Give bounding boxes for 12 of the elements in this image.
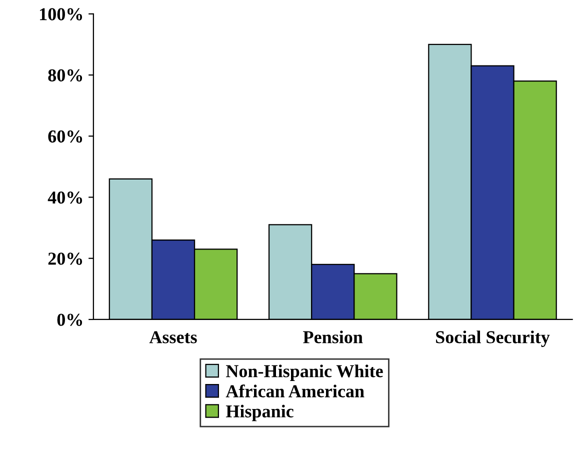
- x-tick-label: Social Security: [436, 330, 550, 348]
- legend-label: African American: [226, 384, 364, 398]
- y-tick-label: 100%: [40, 8, 82, 20]
- y-tick-label: 80%: [48, 69, 82, 82]
- y-tick-label: 20%: [48, 252, 82, 265]
- legend-label: Non-Hispanic White: [226, 364, 383, 381]
- y-tick-label: 0%: [57, 314, 82, 326]
- y-tick-label: 40%: [48, 191, 82, 204]
- x-tick-label: Assets: [149, 331, 197, 344]
- y-tick-label: 60%: [48, 130, 82, 143]
- x-tick-label: Pension: [303, 330, 363, 344]
- legend-label: Hispanic: [226, 404, 294, 422]
